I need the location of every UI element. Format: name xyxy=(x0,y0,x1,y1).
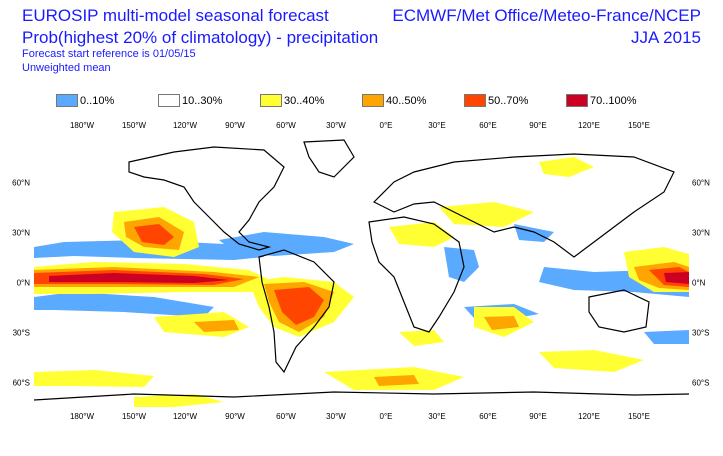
lat-label-left: 30°S xyxy=(12,328,30,338)
legend-item: 40..50% xyxy=(362,94,464,107)
lat-label-right: 60°S xyxy=(692,378,710,388)
lon-label-bottom: 30°E xyxy=(428,412,446,421)
mean-type-text: Unweighted mean xyxy=(22,62,111,74)
red-region xyxy=(134,224,174,245)
blue-region xyxy=(644,330,689,344)
title-line-2: Prob(highest 20% of climatology) - preci… xyxy=(22,28,379,47)
legend-label: 30..40% xyxy=(284,94,325,107)
legend-item: 30..40% xyxy=(260,94,362,107)
orange-region xyxy=(484,316,519,330)
legend-swatch xyxy=(464,94,486,107)
lon-label-bottom: 150°E xyxy=(628,412,650,421)
blue-region xyxy=(444,247,479,282)
coastline-greenland xyxy=(303,139,355,178)
red-region xyxy=(274,287,324,325)
legend-item: 0..10% xyxy=(56,94,158,107)
lon-label-top: 150°E xyxy=(628,121,650,130)
blue-region xyxy=(219,232,354,256)
lon-label-bottom: 60°E xyxy=(479,412,497,421)
darkred-region xyxy=(664,272,689,284)
coastline-africa xyxy=(368,216,465,333)
lat-label-left: 60°S xyxy=(12,378,30,388)
lon-label-top: 180°W xyxy=(69,121,95,130)
lon-label-bottom: 120°E xyxy=(578,412,600,421)
orange-region xyxy=(374,375,419,386)
legend-swatch xyxy=(362,94,384,107)
legend-swatch xyxy=(56,94,78,107)
coastline-north-america xyxy=(128,146,285,251)
lon-label-bottom: 90°W xyxy=(225,412,245,421)
map-svg xyxy=(34,132,689,407)
yellow-region xyxy=(389,222,454,247)
yellow-region xyxy=(539,157,594,177)
blue-region xyxy=(34,292,214,317)
lon-label-top: 30°E xyxy=(428,121,446,130)
legend-label: 70..100% xyxy=(590,94,637,107)
yellow-region xyxy=(439,202,534,227)
centres-title: ECMWF/Met Office/Meteo-France/NCEP xyxy=(392,6,701,25)
yellow-region xyxy=(399,330,444,346)
legend-label: 10..30% xyxy=(182,94,223,107)
lon-label-top: 150°W xyxy=(121,121,147,130)
legend-label: 50..70% xyxy=(488,94,529,107)
darkred-region xyxy=(49,273,229,283)
season-title: JJA 2015 xyxy=(631,28,701,47)
coastline-australia xyxy=(588,289,650,333)
probability-map xyxy=(34,132,689,407)
coastline-antarctica xyxy=(34,391,689,401)
color-legend: 0..10% 10..30% 30..40% 40..50% 50..70% 7… xyxy=(56,94,668,107)
legend-item: 10..30% xyxy=(158,94,260,107)
lon-label-top: 120°E xyxy=(578,121,600,130)
lon-label-top: 60°E xyxy=(479,121,497,130)
legend-swatch xyxy=(260,94,282,107)
lat-label-left: 0°N xyxy=(16,278,30,288)
extreme-probability-regions xyxy=(49,272,689,284)
legend-item: 70..100% xyxy=(566,94,668,107)
coastline-eurasia xyxy=(372,153,675,258)
lat-label-right: 30°N xyxy=(692,228,710,238)
legend-label: 40..50% xyxy=(386,94,427,107)
lat-label-right: 30°S xyxy=(692,328,710,338)
lon-label-bottom: 120°W xyxy=(172,412,198,421)
lon-label-bottom: 0°E xyxy=(379,412,393,421)
title-line-1: EUROSIP multi-model seasonal forecast xyxy=(22,6,329,25)
legend-item: 50..70% xyxy=(464,94,566,107)
forecast-start-text: Forecast start reference is 01/05/15 xyxy=(22,48,196,60)
lon-label-bottom: 180°W xyxy=(69,412,95,421)
legend-swatch xyxy=(158,94,180,107)
lon-label-top: 60°W xyxy=(276,121,296,130)
lon-label-top: 120°W xyxy=(172,121,198,130)
lat-label-left: 30°N xyxy=(12,228,30,238)
yellow-region xyxy=(539,350,644,372)
coastline-south-america xyxy=(258,249,335,374)
yellow-region xyxy=(34,370,154,387)
lat-label-right: 0°N xyxy=(692,278,706,288)
yellow-region xyxy=(134,394,224,407)
lat-label-left: 60°N xyxy=(12,178,30,188)
lon-label-bottom: 150°W xyxy=(121,412,147,421)
lon-label-top: 30°W xyxy=(326,121,346,130)
lat-label-right: 60°N xyxy=(692,178,710,188)
lon-label-top: 90°E xyxy=(529,121,547,130)
orange-region xyxy=(194,320,239,332)
legend-label: 0..10% xyxy=(80,94,115,107)
lon-label-top: 0°E xyxy=(379,121,393,130)
lon-label-top: 90°W xyxy=(225,121,245,130)
lon-label-bottom: 60°W xyxy=(276,412,296,421)
lon-label-bottom: 30°W xyxy=(326,412,346,421)
legend-swatch xyxy=(566,94,588,107)
coastlines xyxy=(34,139,689,401)
lon-label-bottom: 90°E xyxy=(529,412,547,421)
